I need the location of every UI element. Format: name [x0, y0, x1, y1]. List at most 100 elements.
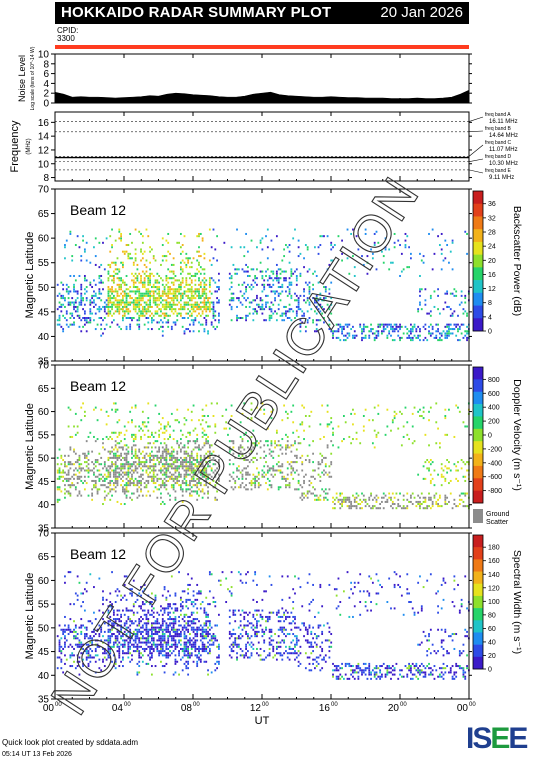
cpid-label: CPID: 3300 — [57, 27, 78, 43]
heatmap-cell — [252, 442, 255, 445]
heatmap-cell — [371, 419, 374, 422]
heatmap-cell — [314, 310, 316, 313]
heatmap-cell — [250, 484, 253, 487]
heatmap-cell — [179, 596, 182, 599]
heatmap-cell — [156, 626, 159, 629]
heatmap-cell — [62, 647, 65, 650]
heatmap-cell — [91, 286, 94, 289]
heatmap-cell — [154, 312, 157, 315]
heatmap-cell — [183, 330, 186, 333]
heatmap-cell — [429, 406, 432, 409]
heatmap-cell — [348, 323, 351, 326]
heatmap-cell — [158, 626, 161, 629]
heatmap-cell — [143, 588, 146, 591]
heatmap-cell — [134, 433, 137, 436]
heatmap-cell — [102, 596, 104, 599]
heatmap-cell — [183, 317, 186, 319]
heatmap-cell — [382, 507, 385, 510]
heatmap-cell — [132, 613, 135, 616]
heatmap-cell — [212, 301, 215, 304]
heatmap-cell — [239, 456, 242, 459]
heatmap-cell — [174, 482, 177, 485]
heatmap-cell — [315, 299, 318, 302]
heatmap-cell — [143, 647, 146, 650]
heatmap-cell — [201, 459, 204, 462]
heatmap-cell — [176, 442, 179, 445]
heatmap-cell — [178, 635, 180, 638]
heatmap-cell — [237, 469, 240, 472]
heatmap-cell — [393, 328, 396, 331]
heatmap-cell — [64, 641, 66, 644]
heatmap-cell — [80, 469, 83, 472]
heatmap-cell — [150, 286, 153, 289]
heatmap-cell — [82, 601, 84, 604]
heatmap-cell — [312, 288, 314, 291]
colorbar-segment — [473, 441, 483, 454]
heatmap-cell — [332, 259, 334, 262]
heatmap-cell — [150, 321, 153, 324]
heatmap-cell — [80, 647, 83, 650]
heatmap-cell — [71, 484, 74, 487]
heatmap-cell — [143, 622, 146, 625]
heatmap-cell — [131, 421, 133, 424]
heatmap-cell — [185, 252, 188, 255]
heatmap-cell — [178, 633, 180, 636]
heatmap-cell — [118, 230, 121, 233]
heatmap-cell — [174, 297, 177, 300]
heatmap-cell — [170, 463, 173, 466]
heatmap-cell — [446, 325, 449, 328]
heatmap-cell — [216, 297, 219, 300]
heatmap-cell — [198, 288, 200, 291]
heatmap-cell — [210, 321, 213, 324]
heatmap-cell — [174, 660, 177, 663]
heatmap-cell — [158, 308, 161, 311]
heatmap-cell — [134, 635, 137, 638]
heatmap-cell — [464, 479, 467, 482]
heatmap-cell — [362, 323, 365, 326]
heatmap-cell — [131, 465, 133, 468]
heatmap-cell — [337, 446, 340, 449]
heatmap-cell — [337, 330, 340, 333]
heatmap-cell — [232, 440, 235, 443]
heatmap-cell — [174, 498, 177, 501]
heatmap-cell — [295, 456, 298, 459]
heatmap-cell — [65, 239, 68, 242]
heatmap-cell — [286, 317, 289, 319]
heatmap-cell — [96, 643, 99, 646]
heatmap-cell — [254, 477, 257, 480]
heatmap-cell — [382, 325, 385, 328]
heatmap-cell — [165, 469, 168, 472]
heatmap-cell — [65, 310, 68, 313]
heatmap-cell — [288, 317, 291, 319]
heatmap-cell — [241, 317, 244, 319]
heatmap-cell — [179, 286, 182, 289]
heatmap-cell — [56, 308, 59, 311]
heatmap-cell — [112, 261, 115, 264]
heatmap-cell — [314, 488, 316, 491]
heatmap-cell — [207, 490, 209, 493]
heatmap-cell — [152, 628, 155, 631]
heatmap-cell — [433, 336, 436, 339]
heatmap-cell — [243, 456, 246, 459]
heatmap-cell — [76, 477, 79, 480]
heatmap-cell — [388, 332, 391, 335]
heatmap-cell — [352, 228, 354, 231]
heatmap-cell — [185, 488, 188, 491]
heatmap-cell — [141, 299, 144, 302]
heatmap-cell — [194, 272, 197, 275]
heatmap-cell — [346, 498, 349, 501]
heatmap-cell — [152, 626, 155, 629]
heatmap-cell — [314, 301, 316, 304]
heatmap-cell — [199, 473, 202, 476]
heatmap-cell — [319, 479, 322, 482]
heatmap-cell — [192, 643, 195, 646]
heatmap-cell — [246, 266, 249, 269]
heatmap-cell — [179, 613, 182, 616]
heatmap-cell — [348, 500, 351, 503]
heatmap-cell — [73, 660, 75, 663]
heatmap-cell — [315, 319, 318, 322]
heatmap-cell — [156, 281, 159, 284]
heatmap-cell — [277, 454, 280, 457]
heatmap-cell — [143, 613, 146, 616]
heatmap-cell — [265, 473, 267, 476]
